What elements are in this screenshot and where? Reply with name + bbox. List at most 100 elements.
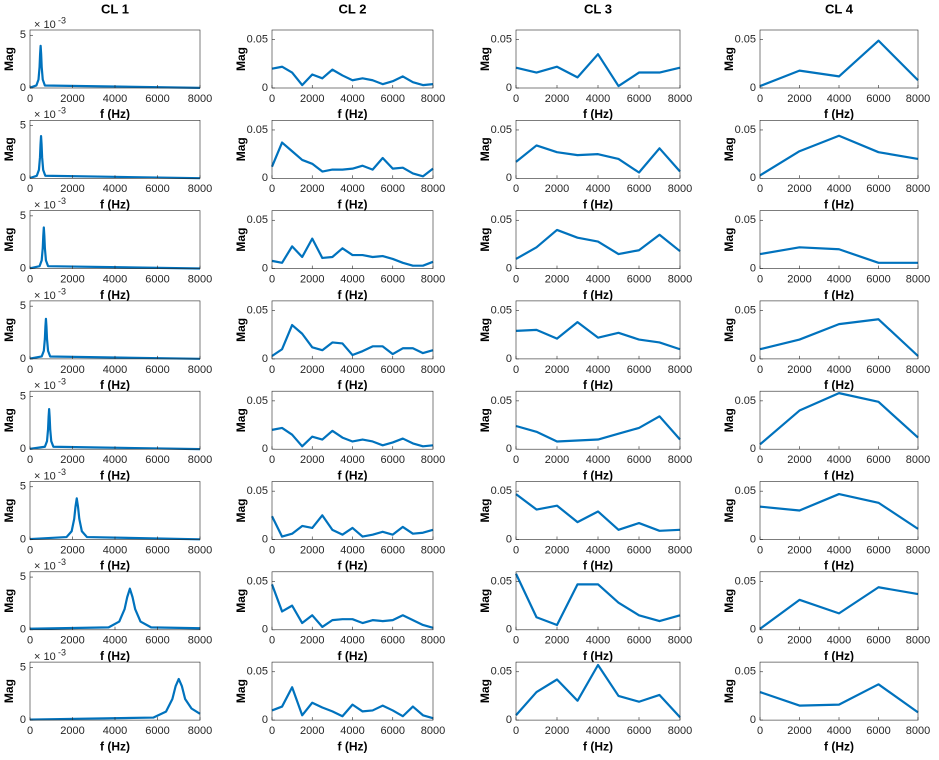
x-axis-label: f (Hz) — [583, 559, 613, 573]
y-tick-label: 0 — [20, 263, 26, 275]
data-line — [759, 392, 919, 446]
x-tick-label: 2000 — [60, 183, 84, 195]
x-axis-label: f (Hz) — [100, 378, 130, 392]
y-scale-exponent: -3 — [58, 15, 66, 25]
x-axis-label: f (Hz) — [100, 649, 130, 663]
data-line — [759, 39, 919, 88]
y-scale-label: × 10 — [34, 290, 56, 302]
x-tick-label: 8000 — [668, 93, 692, 105]
x-tick-label: 0 — [513, 544, 519, 556]
y-tick-label: 0 — [506, 624, 512, 636]
subplot: 0 2000 4000 6000 8000 0 0.05 f (Hz) Mag — [478, 390, 692, 482]
x-tick-label: 8000 — [906, 93, 930, 105]
subplot: 0 2000 4000 6000 8000 0 0.05 f (Hz) Mag — [234, 390, 445, 482]
x-tick-label: 4000 — [340, 544, 364, 556]
x-tick-label: 6000 — [381, 544, 405, 556]
data-line — [29, 587, 201, 630]
x-tick-label: 6000 — [627, 635, 651, 647]
plot-area — [760, 30, 918, 88]
x-tick-label: 2000 — [787, 93, 811, 105]
x-tick-label: 8000 — [188, 544, 212, 556]
x-tick-label: 4000 — [103, 93, 127, 105]
x-axis-label: f (Hz) — [824, 468, 854, 482]
x-tick-label: 4000 — [586, 364, 610, 376]
y-scale-label: × 10 — [34, 200, 56, 212]
data-line — [515, 228, 681, 260]
x-tick-label: 8000 — [421, 725, 445, 737]
y-tick-label: 0.05 — [491, 575, 512, 587]
x-tick-label: 8000 — [906, 635, 930, 647]
y-tick-label: 0 — [750, 443, 756, 455]
y-scale-exponent: -3 — [58, 377, 66, 387]
x-tick-label: 2000 — [60, 364, 84, 376]
data-line — [759, 586, 919, 630]
x-axis-label: f (Hz) — [100, 197, 130, 211]
plot-area — [30, 571, 200, 630]
x-tick-label: 6000 — [381, 725, 405, 737]
y-tick-label: 0 — [506, 172, 512, 184]
x-tick-label: 6000 — [866, 725, 890, 737]
y-axis-label: Mag — [478, 499, 492, 523]
y-axis-label: Mag — [2, 318, 16, 342]
y-axis-label: Mag — [234, 228, 248, 252]
y-tick-label: 0 — [20, 172, 26, 184]
x-tick-label: 4000 — [827, 725, 851, 737]
x-tick-label: 2000 — [60, 544, 84, 556]
y-scale-label: × 10 — [34, 470, 56, 482]
subplot: 0 2000 4000 6000 8000 0 0.05 f (Hz) Mag CL 2 — [234, 1, 445, 121]
x-tick-label: 0 — [757, 183, 763, 195]
data-line — [271, 237, 434, 267]
y-tick-label: 5 — [20, 119, 26, 131]
x-tick-label: 0 — [513, 183, 519, 195]
x-axis-label: f (Hz) — [338, 378, 368, 392]
y-tick-label: 0 — [750, 263, 756, 275]
x-tick-label: 2000 — [300, 364, 324, 376]
x-tick-label: 4000 — [340, 635, 364, 647]
y-tick-label: 0.05 — [735, 575, 756, 587]
x-tick-label: 2000 — [60, 725, 84, 737]
y-tick-label: 0.05 — [735, 395, 756, 407]
x-tick-label: 0 — [269, 454, 275, 466]
y-tick-label: 0 — [20, 624, 26, 636]
y-scale-exponent: -3 — [58, 286, 66, 296]
x-tick-label: 2000 — [545, 725, 569, 737]
data-line — [271, 65, 434, 87]
subplot: 0 2000 4000 6000 8000 0 0.05 f (Hz) Mag — [234, 300, 445, 392]
x-tick-label: 8000 — [421, 274, 445, 286]
data-line — [271, 426, 434, 448]
y-axis-label: Mag — [722, 318, 736, 342]
y-tick-label: 0 — [262, 443, 268, 455]
x-axis-label: f (Hz) — [100, 288, 130, 302]
x-tick-label: 0 — [27, 725, 33, 737]
data-line — [515, 573, 681, 627]
data-line — [515, 321, 681, 351]
subplot: 0 2000 4000 6000 8000 0 0.05 f (Hz) Mag — [722, 210, 930, 302]
y-axis-label: Mag — [234, 679, 248, 703]
x-tick-label: 4000 — [586, 725, 610, 737]
x-tick-label: 6000 — [145, 454, 169, 466]
x-tick-label: 6000 — [381, 274, 405, 286]
y-axis-label: Mag — [722, 137, 736, 161]
y-axis-label: Mag — [234, 408, 248, 432]
subplot: 0 2000 4000 6000 8000 0 0.05 f (Hz) Mag — [478, 481, 692, 573]
y-scale-label: × 10 — [34, 19, 56, 31]
x-tick-label: 6000 — [866, 544, 890, 556]
x-axis-label: f (Hz) — [583, 739, 613, 753]
x-tick-label: 0 — [27, 454, 33, 466]
y-tick-label: 0.05 — [735, 666, 756, 678]
x-tick-label: 8000 — [188, 364, 212, 376]
x-tick-label: 2000 — [300, 183, 324, 195]
x-tick-label: 8000 — [668, 544, 692, 556]
subplot: 0 2000 4000 6000 8000 0 0.05 f (Hz) Mag — [478, 661, 692, 753]
x-tick-label: 0 — [269, 725, 275, 737]
y-tick-label: 0 — [506, 533, 512, 545]
x-tick-label: 6000 — [381, 635, 405, 647]
x-tick-label: 2000 — [545, 274, 569, 286]
x-tick-label: 6000 — [866, 274, 890, 286]
x-tick-label: 4000 — [586, 635, 610, 647]
x-tick-label: 4000 — [827, 635, 851, 647]
column-title: CL 3 — [584, 1, 612, 16]
data-line — [271, 686, 434, 720]
